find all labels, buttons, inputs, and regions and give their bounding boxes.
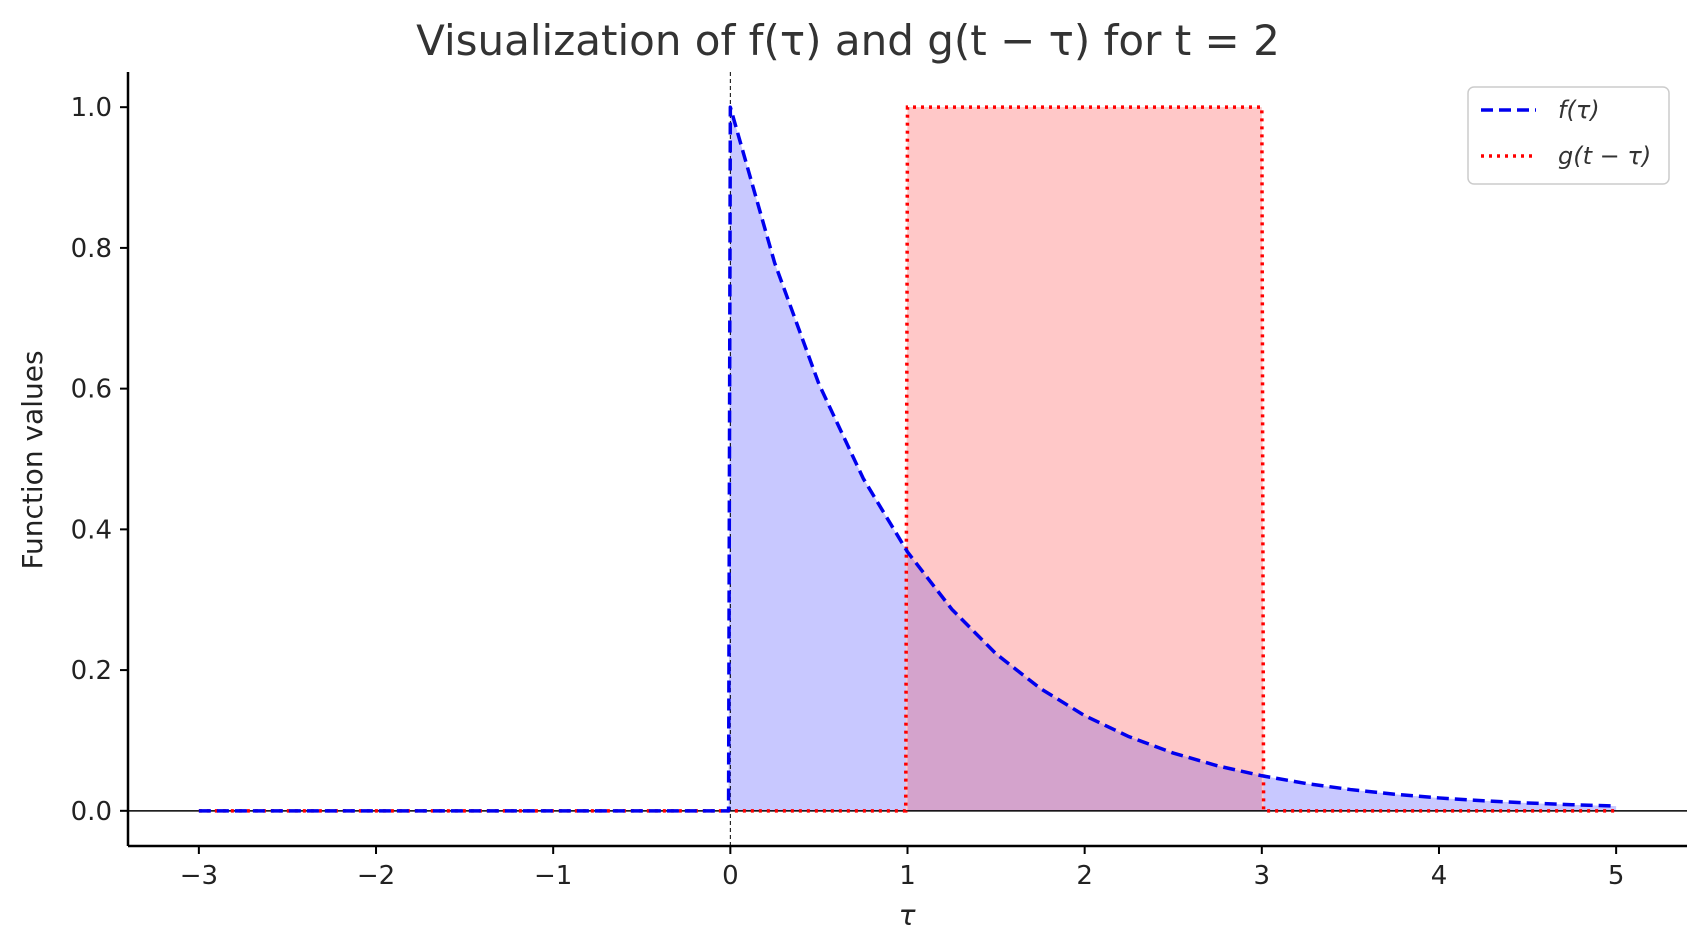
- x-tick-label: 0: [722, 861, 739, 891]
- x-axis-label: τ: [899, 899, 916, 932]
- x-tick-label: −1: [534, 861, 572, 891]
- y-tick-label: 0.6: [71, 375, 112, 405]
- y-tick-label: 0.0: [71, 797, 112, 827]
- y-tick-label: 1.0: [71, 93, 112, 123]
- series-f-line: [198, 105, 1617, 813]
- legend-label-f: f(τ): [1558, 96, 1600, 124]
- axes: −3 −2 −1 0 1 2 3 4 5 0.0 0.2 0.4 0.6 0.8 1.0: [71, 72, 1687, 891]
- x-tick-label: −2: [357, 861, 395, 891]
- y-axis-label: Function values: [16, 350, 49, 569]
- chart-title: Visualization of f(τ) and g(t − τ) for t…: [416, 16, 1280, 65]
- y-tick-label: 0.8: [71, 234, 112, 264]
- x-tick-label: 2: [1076, 861, 1093, 891]
- x-tick-label: −3: [180, 861, 218, 891]
- y-tick-label: 0.2: [71, 656, 112, 686]
- x-tick-label: 3: [1254, 861, 1271, 891]
- legend-label-g: g(t − τ): [1558, 142, 1651, 170]
- y-tick-label: 0.4: [71, 515, 112, 545]
- legend: f(τ) g(t − τ): [1467, 86, 1670, 185]
- overlap-area-fill: [907, 551, 1262, 811]
- x-tick-label: 4: [1431, 861, 1448, 891]
- x-tick-label: 5: [1608, 861, 1625, 891]
- series-layer: [198, 105, 1617, 813]
- x-tick-label: 1: [899, 861, 916, 891]
